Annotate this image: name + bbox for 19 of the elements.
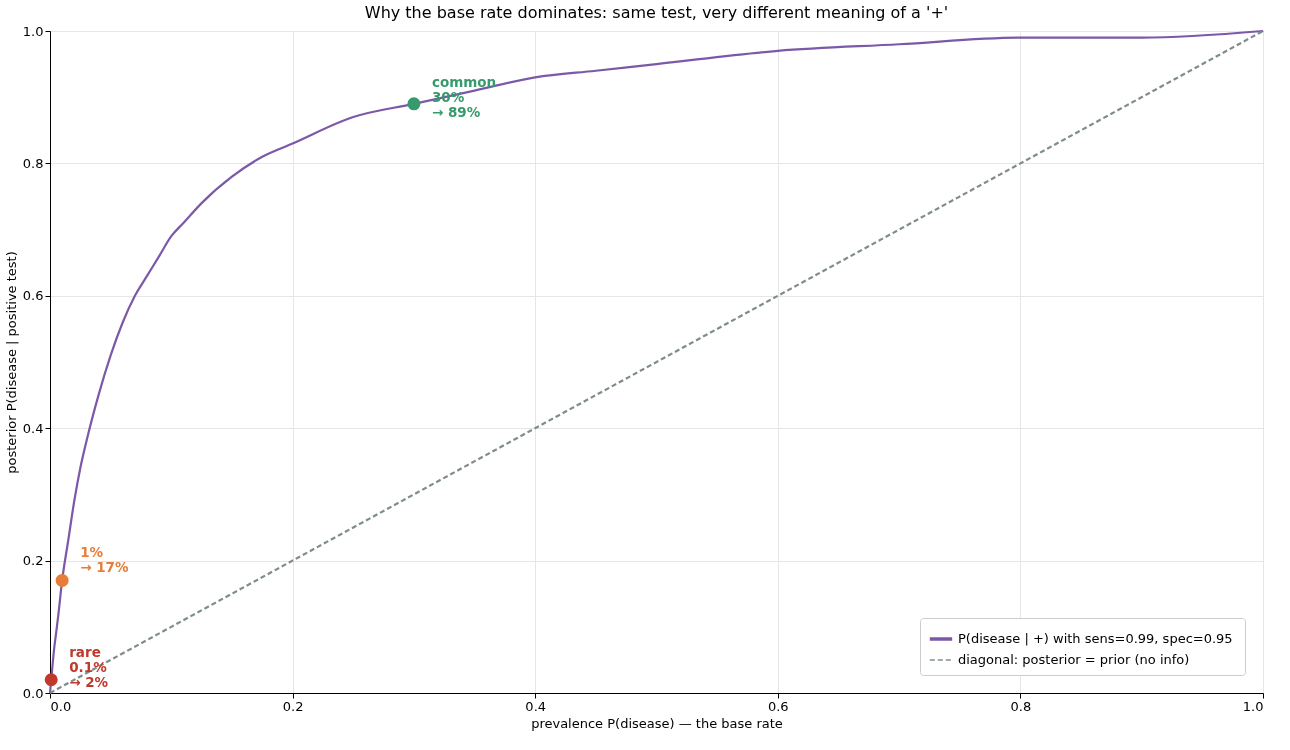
y-tick-label: 0.0 [22, 685, 44, 701]
y-axis-title: posterior P(disease | positive test) [3, 251, 19, 474]
x-tick-label: 0.2 [282, 698, 304, 714]
y-tick-label: 0.2 [22, 553, 44, 569]
y-tick-label: 0.4 [22, 420, 44, 436]
legend-label: P(disease | +) with sens=0.99, spec=0.95 [958, 631, 1233, 646]
y-tick-label: 0.6 [22, 288, 44, 304]
y-tick-label: 1.0 [22, 23, 44, 39]
x-tick-label: 1.0 [1242, 698, 1264, 714]
annotation: rare 0.1% → 2% [69, 643, 109, 690]
x-tick-label: 0.6 [767, 698, 789, 714]
x-tick-label: 0.0 [50, 698, 72, 714]
legend-label: diagonal: posterior = prior (no info) [958, 652, 1190, 667]
y-tick-label: 0.8 [22, 155, 44, 171]
annotation: 1% → 17% [80, 544, 129, 576]
x-tick-label: 0.4 [525, 698, 547, 714]
x-tick-label: 0.8 [1010, 698, 1032, 714]
x-axis-title: prevalence P(disease) — the base rate [531, 715, 783, 731]
chart-title: Why the base rate dominates: same test, very different meaning of a '+' [364, 3, 949, 22]
